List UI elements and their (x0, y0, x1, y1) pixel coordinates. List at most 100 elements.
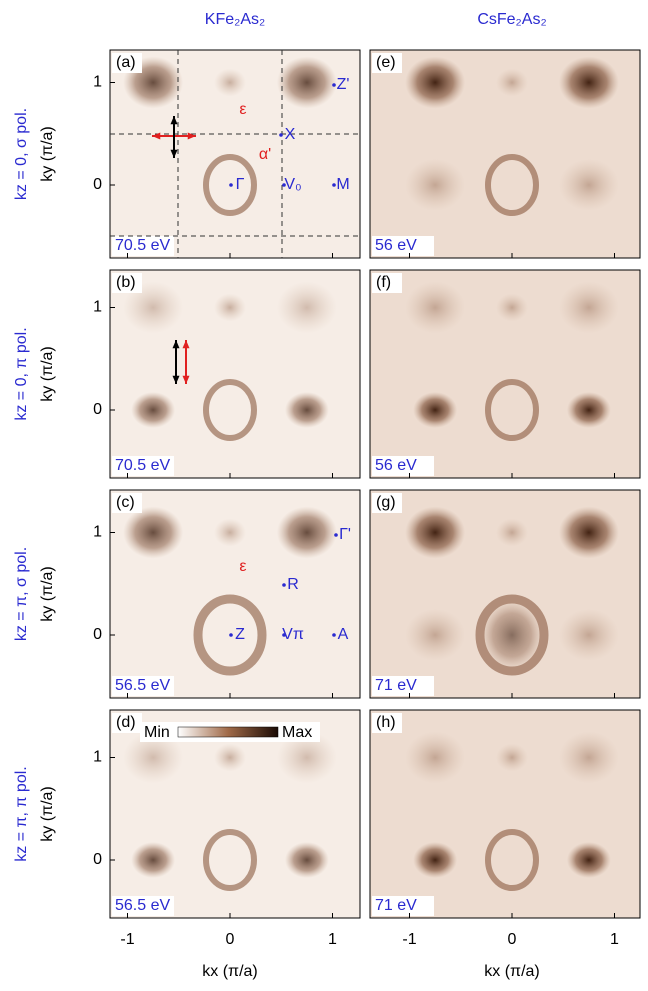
point-marker (334, 533, 338, 537)
y-axis-label: ky (π/a) (39, 126, 56, 181)
x-tick-label: 0 (508, 931, 517, 948)
row-label: kz = π, σ pol. (13, 547, 30, 641)
panel-label: (a) (116, 54, 136, 71)
point-marker (332, 183, 336, 187)
intensity-blob (277, 57, 337, 109)
intensity-blob (214, 744, 246, 772)
x-axis-label: kx (π/a) (484, 963, 539, 980)
y-tick-label: 0 (93, 626, 102, 643)
intensity-blob (413, 842, 457, 878)
x-tick-label: 1 (328, 931, 337, 948)
annotation: ε (239, 101, 246, 118)
x-tick-label: -1 (402, 931, 416, 948)
intensity-blob (405, 57, 465, 109)
y-tick-label: 1 (93, 299, 102, 316)
intensity-blob (405, 507, 465, 559)
annotation: α' (259, 146, 271, 163)
energy-label: 71 eV (375, 677, 417, 694)
intensity-blob (131, 842, 175, 878)
point-marker (229, 633, 233, 637)
annotation: Γ' (339, 526, 351, 543)
panel-label: (f) (376, 274, 391, 291)
intensity-blob (405, 282, 465, 334)
y-axis-label: ky (π/a) (39, 786, 56, 841)
intensity-ring (480, 599, 544, 671)
intensity-blob (285, 842, 329, 878)
intensity-blob (214, 519, 246, 547)
intensity-blob (405, 732, 465, 784)
intensity-blob (214, 294, 246, 322)
x-axis-label: kx (π/a) (202, 963, 257, 980)
x-tick-label: 1 (610, 931, 619, 948)
panel-label: (h) (376, 714, 396, 731)
y-tick-label: 1 (93, 74, 102, 91)
intensity-blob (285, 392, 329, 428)
annotation: Z' (337, 76, 350, 93)
colorbar (178, 727, 278, 737)
intensity-blob (496, 69, 528, 97)
figure: KFe₂As₂ CsFe₂As₂ (a) 70.5 eV 0 1 (b) 70.5 eV 0… (0, 0, 648, 986)
point-marker (229, 183, 233, 187)
intensity-blob (277, 507, 337, 559)
annotation: Γ (236, 176, 245, 193)
intensity-blob (567, 392, 611, 428)
intensity-blob (559, 507, 619, 559)
annotation: V₀ (284, 176, 301, 193)
energy-label: 56.5 eV (115, 897, 170, 914)
x-tick-label: -1 (120, 931, 134, 948)
y-tick-label: 0 (93, 851, 102, 868)
intensity-blob (496, 744, 528, 772)
energy-label: 56 eV (375, 457, 417, 474)
intensity-blob (214, 69, 246, 97)
intensity-blob (559, 732, 619, 784)
annotation: A (338, 626, 349, 643)
y-tick-label: 1 (93, 749, 102, 766)
intensity-blob (277, 282, 337, 334)
row-label: kz = π, π pol. (13, 766, 30, 861)
x-tick-label: 0 (226, 931, 235, 948)
y-axis-label: ky (π/a) (39, 566, 56, 621)
panel-label: (d) (116, 714, 136, 731)
annotation: X (285, 126, 296, 143)
energy-label: 70.5 eV (115, 457, 170, 474)
energy-label: 71 eV (375, 897, 417, 914)
y-tick-label: 0 (93, 401, 102, 418)
intensity-blob (559, 282, 619, 334)
annotation: R (287, 576, 299, 593)
panel-label: (b) (116, 274, 136, 291)
intensity-blob (559, 57, 619, 109)
colorbar-min: Min (144, 724, 170, 741)
intensity-blob (559, 159, 619, 211)
panel-label: (g) (376, 494, 396, 511)
colorbar-max: Max (282, 724, 312, 741)
intensity-blob (405, 609, 465, 661)
y-tick-label: 1 (93, 524, 102, 541)
column-title: KFe₂As₂ (205, 11, 265, 28)
annotation: ε (239, 558, 246, 575)
point-marker (279, 133, 283, 137)
intensity-blob (567, 842, 611, 878)
panel-label: (c) (116, 494, 135, 511)
annotation: M (336, 176, 349, 193)
intensity-blob (496, 294, 528, 322)
point-marker (332, 83, 336, 87)
intensity-blob (496, 519, 528, 547)
energy-label: 56.5 eV (115, 677, 170, 694)
y-tick-label: 0 (93, 176, 102, 193)
column-title: CsFe₂As₂ (477, 11, 546, 28)
intensity-blob (413, 392, 457, 428)
intensity-blob (131, 392, 175, 428)
row-label: kz = 0, π pol. (13, 327, 30, 420)
annotation: Z (235, 626, 245, 643)
energy-label: 70.5 eV (115, 237, 170, 254)
energy-label: 56 eV (375, 237, 417, 254)
point-marker (282, 583, 286, 587)
annotation: Vπ (282, 626, 304, 643)
intensity-blob (559, 609, 619, 661)
intensity-blob (123, 507, 183, 559)
y-axis-label: ky (π/a) (39, 346, 56, 401)
row-label: kz = 0, σ pol. (13, 108, 30, 200)
point-marker (332, 633, 336, 637)
intensity-blob (405, 159, 465, 211)
panel-label: (e) (376, 54, 396, 71)
